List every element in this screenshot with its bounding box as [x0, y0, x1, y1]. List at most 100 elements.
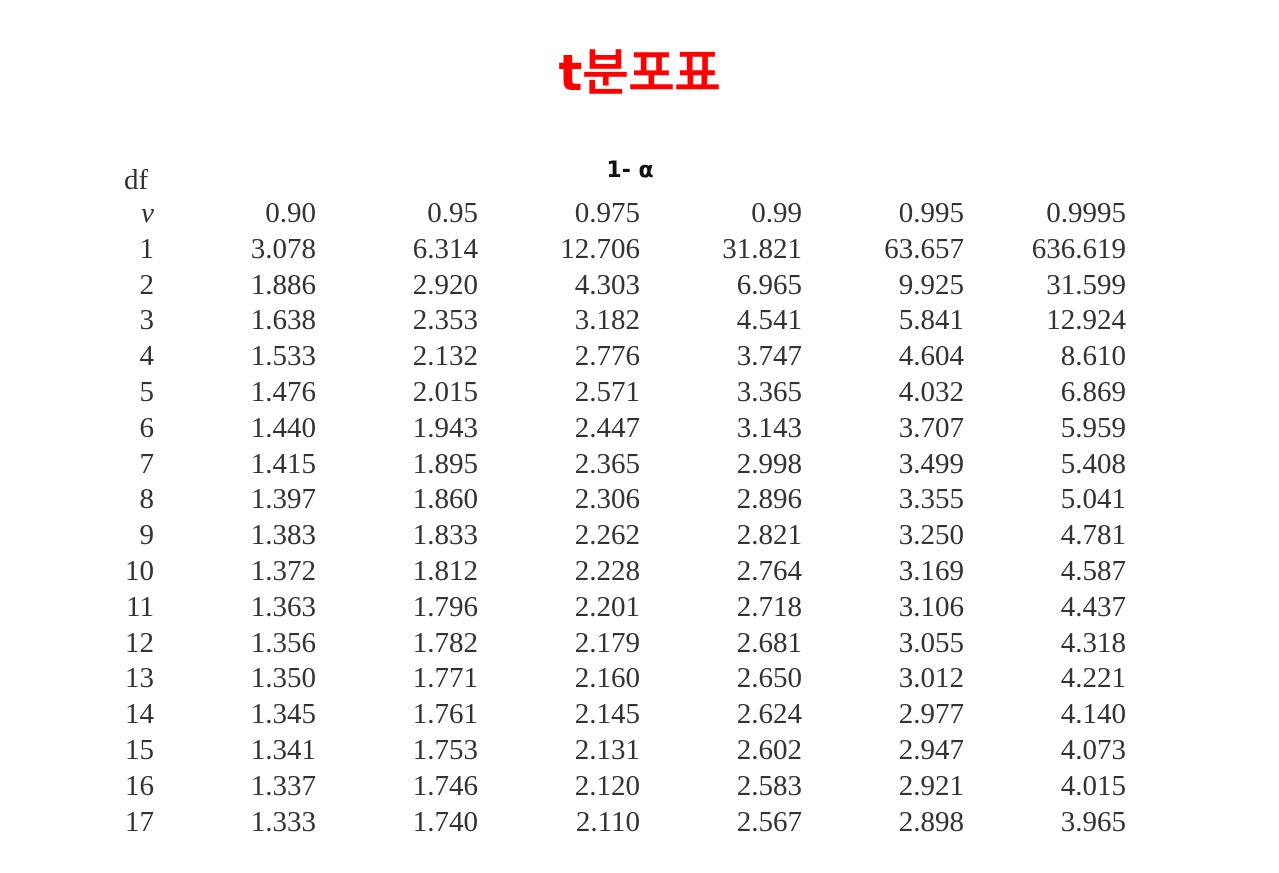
- value-cell: 4.437: [1060, 590, 1126, 623]
- table-row: 14 1.345 1.761 2.145 2.624 2.977 4.140: [104, 697, 1126, 733]
- value-cell: 1.397: [250, 483, 316, 516]
- value-cell: 1.415: [250, 447, 316, 480]
- value-cell: 1.356: [250, 626, 316, 659]
- value-cell: 3.355: [898, 483, 964, 516]
- df-cell: 17: [125, 805, 154, 838]
- value-cell: 2.602: [736, 733, 802, 766]
- value-cell: 1.895: [412, 447, 478, 480]
- value-cell: 5.408: [1060, 447, 1126, 480]
- df-cell: 15: [125, 733, 154, 766]
- value-cell: 3.747: [736, 340, 802, 373]
- value-cell: 1.372: [250, 554, 316, 587]
- df-cell: 2: [139, 268, 155, 301]
- value-cell: 3.965: [1060, 805, 1126, 838]
- value-cell: 4.221: [1060, 662, 1126, 695]
- value-cell: 12.706: [560, 232, 640, 265]
- value-cell: 1.886: [250, 268, 316, 301]
- value-cell: 4.781: [1060, 519, 1126, 552]
- alpha-column-header: 1- α: [606, 158, 654, 183]
- value-cell: 3.143: [736, 411, 802, 444]
- value-cell: 4.604: [898, 340, 964, 373]
- table-row: 16 1.337 1.746 2.120 2.583 2.921 4.015: [104, 769, 1126, 805]
- value-cell: 1.440: [250, 411, 316, 444]
- value-cell: 2.776: [574, 340, 640, 373]
- df-cell: 16: [125, 769, 154, 802]
- value-cell: 2.306: [574, 483, 640, 516]
- df-cell: 5: [139, 375, 155, 408]
- value-cell: 4.541: [736, 304, 802, 337]
- table-row: 6 1.440 1.943 2.447 3.143 3.707 5.959: [104, 411, 1127, 447]
- value-cell: 2.120: [574, 769, 640, 802]
- value-cell: 3.106: [898, 590, 964, 623]
- value-cell: 1.812: [412, 554, 478, 587]
- table-body: 1 3.078 6.314 12.706 31.821 63.657 636.619 2 1.8…: [104, 232, 1126, 841]
- value-cell: 3.250: [898, 519, 964, 552]
- value-cell: 4.015: [1060, 769, 1126, 802]
- table-row: 4 1.533 2.132 2.776 3.747 4.604 8.610: [104, 339, 1127, 375]
- value-cell: 12.924: [1046, 304, 1126, 337]
- df-cell: 1: [139, 232, 155, 265]
- column-header: 0.975: [574, 197, 640, 229]
- value-cell: 4.303: [574, 268, 640, 301]
- table-row: 1 3.078 6.314 12.706 31.821 63.657 636.619: [104, 232, 1127, 268]
- value-cell: 2.650: [736, 662, 802, 695]
- value-cell: 4.587: [1060, 554, 1126, 587]
- df-cell: 9: [139, 519, 155, 552]
- value-cell: 4.073: [1060, 733, 1126, 766]
- value-cell: 2.567: [736, 805, 802, 838]
- df-cell: 8: [139, 483, 155, 516]
- table-row: 7 1.415 1.895 2.365 2.998 3.499 5.408: [104, 447, 1127, 483]
- value-cell: 1.383: [250, 519, 316, 552]
- table-row: 17 1.333 1.740 2.110 2.567 2.898 3.965: [104, 805, 1126, 841]
- df-cell: 3: [139, 304, 155, 337]
- value-cell: 2.681: [736, 626, 802, 659]
- value-cell: 1.833: [412, 519, 478, 552]
- table-row: 11 1.363 1.796 2.201 2.718 3.106 4.437: [104, 590, 1126, 626]
- value-cell: 6.965: [736, 268, 802, 301]
- column-header: 0.90: [265, 197, 316, 229]
- value-cell: 2.447: [574, 411, 640, 444]
- value-cell: 63.657: [884, 232, 964, 265]
- table-row: 2 1.886 2.920 4.303 6.965 9.925 31.599: [104, 268, 1127, 304]
- value-cell: 1.746: [412, 769, 478, 802]
- value-cell: 6.314: [412, 232, 478, 265]
- value-cell: 1.753: [412, 733, 478, 766]
- value-cell: 2.718: [736, 590, 802, 623]
- value-cell: 2.921: [898, 769, 964, 802]
- value-cell: 636.619: [1031, 232, 1126, 265]
- value-cell: 1.943: [412, 411, 478, 444]
- value-cell: 3.078: [250, 232, 316, 265]
- table-header-row: ν 0.90 0.95 0.975 0.99 0.995 0.9995: [104, 196, 1126, 232]
- value-cell: 9.925: [898, 268, 964, 301]
- value-cell: 2.365: [574, 447, 640, 480]
- value-cell: 5.959: [1060, 411, 1126, 444]
- value-cell: 1.860: [412, 483, 478, 516]
- value-cell: 3.499: [898, 447, 964, 480]
- df-cell: 13: [125, 662, 154, 695]
- value-cell: 2.764: [736, 554, 802, 587]
- value-cell: 2.201: [574, 590, 640, 623]
- table-row: 9 1.383 1.833 2.262 2.821 3.250 4.781: [104, 518, 1127, 554]
- value-cell: 2.110: [575, 805, 640, 838]
- value-cell: 2.228: [574, 554, 640, 587]
- value-cell: 1.533: [250, 340, 316, 373]
- value-cell: 3.055: [898, 626, 964, 659]
- value-cell: 1.350: [250, 662, 316, 695]
- table-row: 15 1.341 1.753 2.131 2.602 2.947 4.073: [104, 733, 1126, 769]
- column-header: 0.99: [751, 197, 802, 229]
- value-cell: 1.761: [412, 698, 478, 731]
- table-row: 12 1.356 1.782 2.179 2.681 3.055 4.318: [104, 626, 1126, 662]
- value-cell: 31.821: [722, 232, 802, 265]
- df-cell: 6: [139, 411, 155, 444]
- value-cell: 2.145: [574, 698, 640, 731]
- value-cell: 1.341: [250, 733, 316, 766]
- value-cell: 2.898: [898, 805, 964, 838]
- value-cell: 2.624: [736, 698, 802, 731]
- column-header: 0.995: [898, 197, 964, 229]
- value-cell: 3.012: [898, 662, 964, 695]
- value-cell: 6.869: [1060, 375, 1126, 408]
- table-row: 10 1.372 1.812 2.228 2.764 3.169 4.587: [104, 554, 1126, 590]
- df-cell: 12: [125, 626, 154, 659]
- value-cell: 3.182: [574, 304, 640, 337]
- value-cell: 3.365: [736, 375, 802, 408]
